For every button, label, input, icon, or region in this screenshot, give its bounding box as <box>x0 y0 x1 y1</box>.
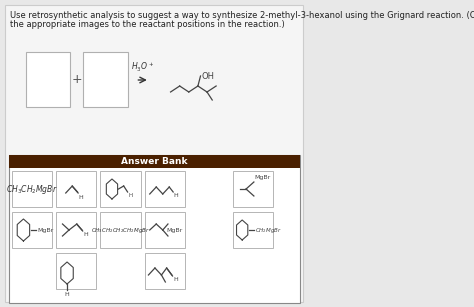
Text: H: H <box>173 277 178 282</box>
Text: H: H <box>78 195 83 200</box>
Bar <box>145 171 185 207</box>
Text: Use retrosynthetic analysis to suggest a way to synthesize 2-methyl-3-hexanol us: Use retrosynthetic analysis to suggest a… <box>10 11 474 20</box>
Text: $CH_3CH_2CH_2CH_2MgBr$: $CH_3CH_2CH_2CH_2MgBr$ <box>91 226 150 235</box>
Text: +: + <box>72 72 82 86</box>
Bar <box>233 171 273 207</box>
Bar <box>100 212 141 248</box>
Bar <box>145 212 185 248</box>
Text: $CH_3CH_2MgBr$: $CH_3CH_2MgBr$ <box>6 182 58 196</box>
Text: Answer Bank: Answer Bank <box>121 157 188 166</box>
Text: $CH_2MgBr$: $CH_2MgBr$ <box>255 226 282 235</box>
Bar <box>56 212 96 248</box>
Text: MgBr: MgBr <box>166 227 182 232</box>
Text: H: H <box>174 193 179 198</box>
Bar <box>56 171 96 207</box>
Text: H: H <box>64 292 69 297</box>
Bar <box>233 212 273 248</box>
Text: H: H <box>128 193 132 198</box>
Bar <box>56 253 96 289</box>
Text: $H_3O^+$: $H_3O^+$ <box>131 61 154 74</box>
Bar <box>145 253 185 289</box>
Bar <box>12 171 52 207</box>
Text: MgBr: MgBr <box>255 175 271 180</box>
FancyBboxPatch shape <box>5 5 303 302</box>
Text: the appropriate images to the reactant positions in the reaction.): the appropriate images to the reactant p… <box>10 20 285 29</box>
Text: MgBr: MgBr <box>37 227 54 232</box>
Text: H: H <box>83 232 88 237</box>
Bar <box>83 52 128 107</box>
Text: OH: OH <box>201 72 214 81</box>
Bar <box>9 155 300 168</box>
Bar <box>26 52 70 107</box>
Bar <box>12 212 52 248</box>
Bar <box>9 155 300 303</box>
Bar <box>100 171 141 207</box>
